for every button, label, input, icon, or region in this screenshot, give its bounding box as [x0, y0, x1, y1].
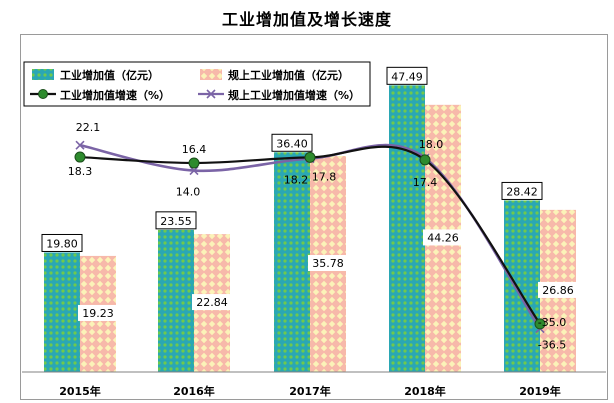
data-label-industry: 23.55: [160, 215, 192, 228]
marker-industry-growth: [419, 154, 431, 166]
data-label-above-scale-growth: -36.5: [538, 339, 566, 352]
data-label-box: [155, 211, 197, 230]
data-label-industry-growth: 17.4: [413, 176, 438, 189]
data-label-box: [271, 133, 313, 152]
bar-industry-2015: [44, 252, 80, 372]
data-label-above-scale-growth: 17.8: [312, 171, 337, 184]
data-label-industry-growth: 18.3: [68, 165, 93, 178]
marker-x-stroke: [189, 165, 199, 176]
data-label-above-scale: 26.86: [542, 284, 574, 297]
marker-industry-growth: [188, 157, 200, 169]
legend-industry-label: 工业增加值（亿元）: [60, 68, 159, 82]
bar-industry-2017: [274, 152, 310, 372]
legend-above-scale-growth-marker: [206, 89, 216, 99]
bar-industry-2019: [504, 200, 540, 372]
data-label-box: [78, 304, 118, 321]
data-label-above-scale-growth: 22.1: [76, 121, 101, 134]
data-label-industry: 19.80: [46, 237, 78, 250]
data-label-above-scale: 19.23: [82, 307, 114, 320]
marker-above-scale-growth: [189, 165, 199, 176]
data-label-above-scale-growth: 18.0: [419, 138, 444, 151]
legend-industry-swatch: [32, 69, 54, 80]
data-label-above-scale-growth: 14.0: [176, 186, 201, 199]
data-label-box: [501, 181, 543, 200]
data-label-industry-growth: -35.0: [538, 316, 566, 329]
data-label-box: [423, 229, 463, 246]
data-label-box: [41, 233, 83, 252]
data-label-industry: 28.42: [506, 185, 538, 198]
x-tick-label: 2017年: [289, 384, 331, 398]
legend-industry-growth-marker: [38, 89, 48, 99]
chart-frame: [20, 34, 608, 400]
legend-above-scale-swatch: [200, 69, 222, 80]
legend-above-scale-label: 规上工业增加值（亿元）: [228, 68, 349, 82]
data-label-box: [192, 294, 232, 311]
data-label-above-scale: 35.78: [312, 257, 344, 270]
data-label-box: [386, 66, 428, 85]
legend-above-scale-growth-label: 规上工业增加值增速（%）: [228, 88, 360, 102]
data-label-industry: 47.49: [391, 70, 423, 83]
data-label-above-scale: 44.26: [427, 231, 459, 244]
chart-title: 工业增加值及增长速度: [221, 10, 392, 29]
x-tick-label: 2019年: [519, 384, 561, 398]
legend-box: [23, 61, 371, 107]
data-label-box: [308, 255, 348, 272]
bar-industry-2016: [158, 229, 194, 372]
x-tick-label: 2015年: [59, 384, 101, 398]
data-label-box: [538, 281, 578, 298]
data-label-industry-growth: 18.2: [284, 173, 309, 186]
marker-industry-growth: [74, 151, 86, 163]
marker-industry-growth: [304, 151, 316, 163]
marker-above-scale-growth: [75, 140, 85, 150]
data-label-industry-growth: 16.4: [182, 143, 207, 156]
x-tick-label: 2016年: [173, 384, 215, 398]
marker-x-stroke: [75, 140, 85, 150]
marker-industry-growth: [534, 318, 546, 330]
x-tick-label: 2018年: [404, 384, 446, 398]
legend-industry-growth-label: 工业增加值增速（%）: [60, 88, 170, 102]
data-label-industry: 36.40: [276, 137, 308, 150]
data-label-above-scale: 22.84: [196, 296, 228, 309]
bar-industry-2018: [389, 85, 425, 372]
line-industry-growth: [79, 145, 541, 325]
